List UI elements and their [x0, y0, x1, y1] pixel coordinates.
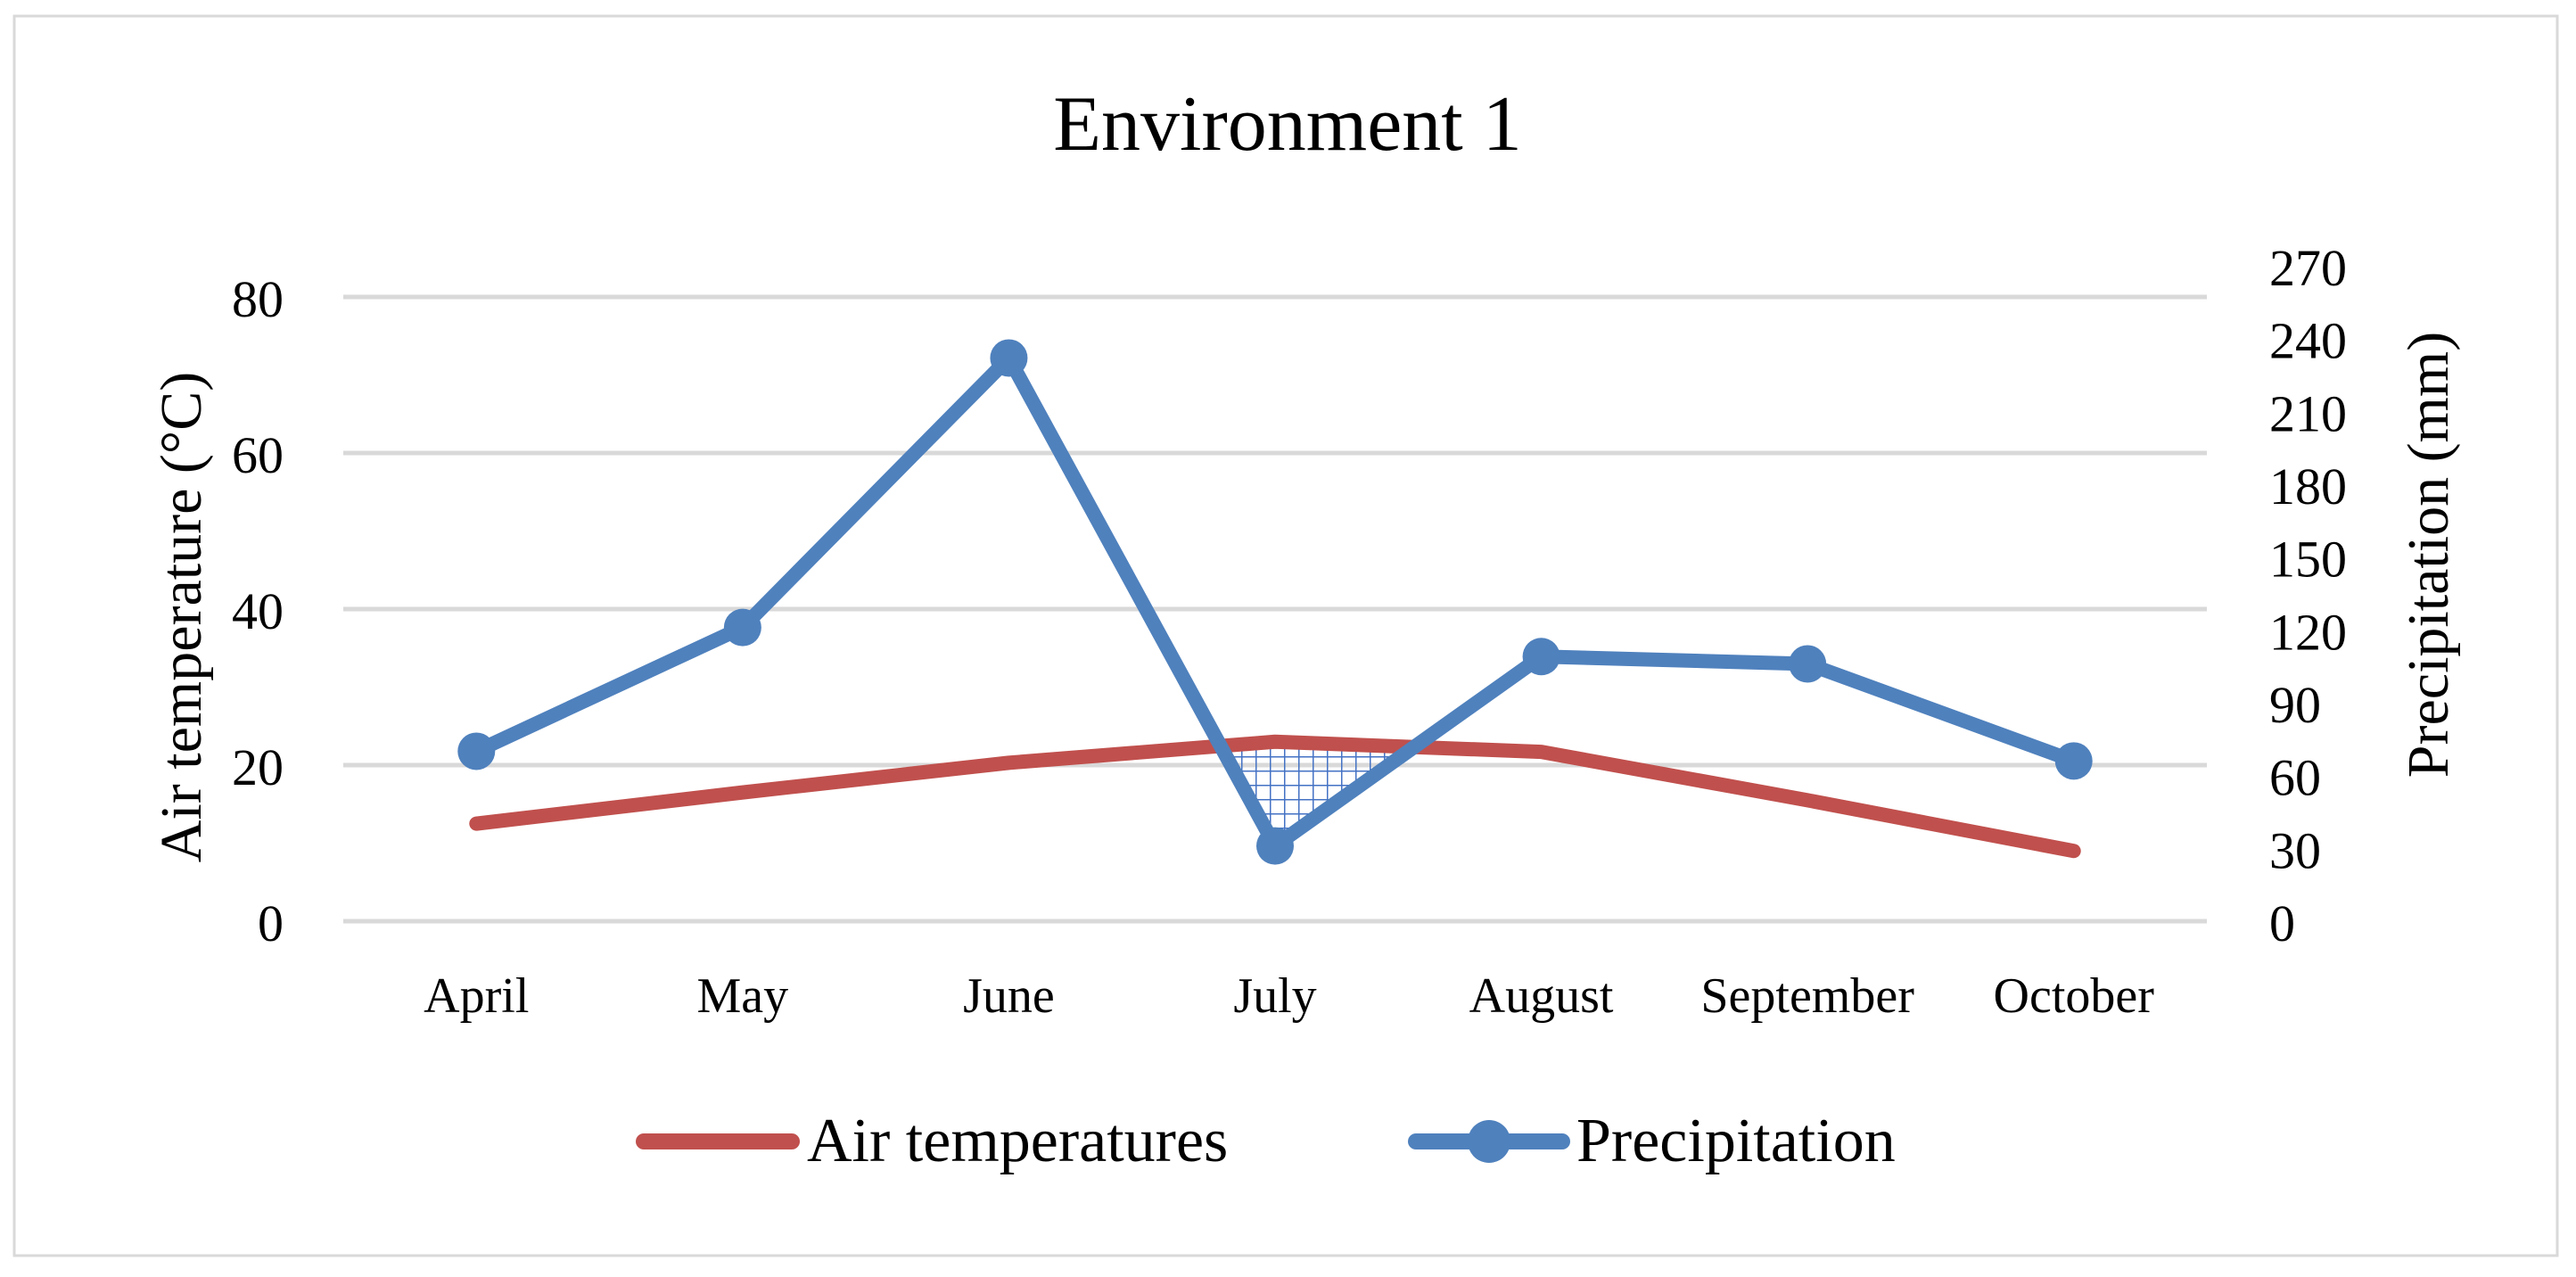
right-axis-label: Precipitation (mm): [2396, 332, 2461, 778]
precipitation-point: [1256, 827, 1294, 865]
x-tick-label: June: [963, 968, 1055, 1024]
x-tick-label: April: [424, 968, 529, 1024]
legend-label-air-temperatures: Air temperatures: [807, 1107, 1228, 1175]
drought-hatch-area: [1220, 741, 1414, 846]
right-tick-label: 150: [2269, 531, 2347, 589]
left-axis-ticks: 0 20 40 60 80: [232, 270, 284, 952]
right-tick-label: 30: [2269, 821, 2321, 879]
chart-frame: [12, 14, 2559, 1257]
x-tick-label: May: [697, 968, 789, 1024]
precipitation-point: [457, 732, 496, 770]
right-tick-label: 0: [2269, 894, 2295, 952]
right-tick-label: 270: [2269, 239, 2347, 297]
x-axis-ticks: April May June July August September October: [424, 968, 2154, 1024]
left-tick-label: 0: [258, 894, 284, 952]
precipitation-point: [723, 608, 761, 647]
precipitation-point: [2054, 742, 2093, 780]
grid-lines: [343, 294, 2207, 924]
series-line-air-temperatures: [469, 734, 2081, 859]
x-tick-label: October: [1994, 968, 2155, 1024]
right-tick-label: 180: [2269, 457, 2347, 515]
left-axis-label: Air temperature (°C): [149, 372, 214, 863]
precipitation-point: [990, 339, 1028, 377]
right-tick-label: 120: [2269, 603, 2347, 661]
series-layer: [457, 339, 2093, 865]
left-tick-label: 60: [232, 426, 284, 484]
x-tick-label: September: [1700, 968, 1914, 1024]
legend-marker-precipitation: [1468, 1120, 1510, 1163]
left-tick-label: 20: [232, 738, 284, 796]
x-tick-label: August: [1469, 968, 1614, 1024]
right-tick-label: 60: [2269, 749, 2321, 807]
x-tick-label: July: [1233, 968, 1316, 1024]
legend: Air temperatures Precipitation: [636, 1107, 1896, 1175]
right-tick-label: 240: [2269, 312, 2347, 370]
drought-hatch-region: [1220, 741, 1414, 846]
right-tick-label: 210: [2269, 384, 2347, 442]
precipitation-point: [1789, 645, 1827, 683]
precipitation-point: [1522, 638, 1560, 676]
left-tick-label: 80: [232, 270, 284, 328]
right-tick-label: 90: [2269, 676, 2321, 734]
legend-label-precipitation: Precipitation: [1576, 1107, 1896, 1175]
left-tick-label: 40: [232, 582, 284, 640]
right-axis-ticks: 0 30 60 90 120 150 180 210 240 270: [2269, 239, 2347, 952]
chart-title: Environment 1: [1053, 81, 1521, 168]
